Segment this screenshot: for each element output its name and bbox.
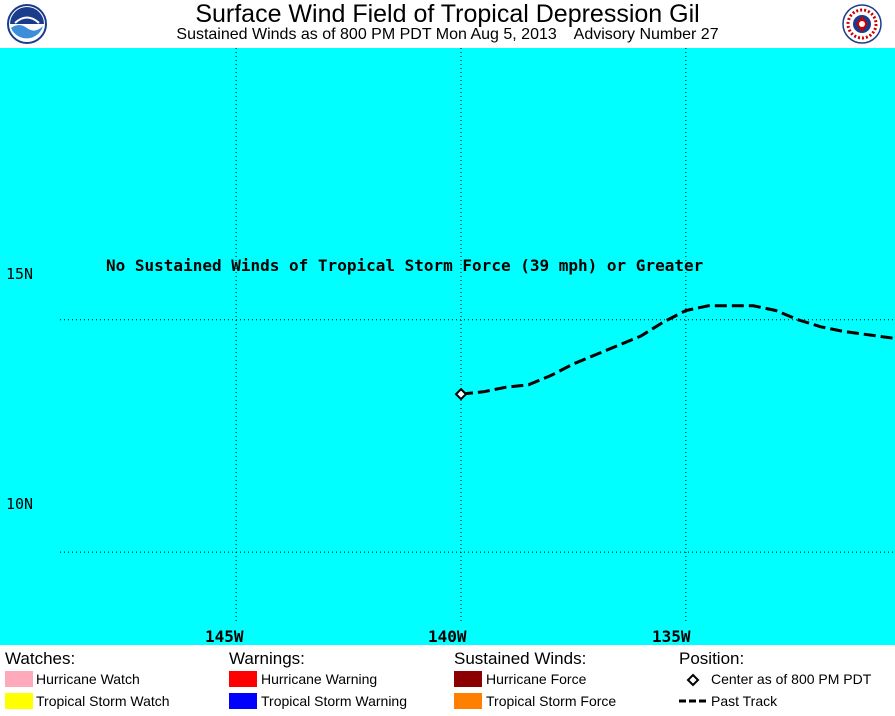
lon-label-145w: 145W bbox=[205, 627, 244, 646]
legend: Watches: Hurricane Watch Tropical Storm … bbox=[0, 645, 895, 716]
tropical-storm-watch-label: Tropical Storm Watch bbox=[36, 693, 170, 709]
lon-label-135w: 135W bbox=[652, 627, 691, 646]
header: Surface Wind Field of Tropical Depressio… bbox=[0, 0, 895, 48]
nws-logo bbox=[842, 4, 882, 44]
page-subtitle: Sustained Winds as of 800 PM PDT Mon Aug… bbox=[176, 26, 719, 43]
wind-notice: No Sustained Winds of Tropical Storm For… bbox=[106, 256, 704, 275]
diamond-icon bbox=[686, 673, 700, 687]
lat-label-15n: 15N bbox=[6, 265, 34, 283]
past-track-label: Past Track bbox=[711, 693, 778, 709]
noaa-logo bbox=[7, 4, 47, 44]
center-position-label: Center as of 800 PM PDT bbox=[711, 671, 872, 687]
legend-position-heading: Position: bbox=[679, 649, 745, 668]
hurricane-warning-label: Hurricane Warning bbox=[261, 671, 378, 687]
past-track-line bbox=[460, 304, 895, 396]
legend-sustained-winds-heading: Sustained Winds: bbox=[454, 649, 587, 668]
legend-watches-heading: Watches: bbox=[5, 649, 76, 668]
hurricane-watch-swatch bbox=[5, 671, 33, 687]
lon-label-140w: 140W bbox=[428, 627, 467, 646]
legend-warnings-heading: Warnings: bbox=[229, 649, 305, 668]
lat-label-10n: 10N bbox=[6, 495, 34, 513]
hurricane-warning-swatch bbox=[229, 671, 257, 687]
storm-center-marker bbox=[454, 387, 468, 401]
map-area: 15N 10N 145W 140W 135W No Sustained Wind… bbox=[0, 48, 895, 646]
tropical-storm-warning-swatch bbox=[229, 693, 257, 709]
tropical-storm-force-swatch bbox=[454, 693, 482, 709]
dashed-line-icon bbox=[679, 699, 707, 703]
tropical-storm-watch-swatch bbox=[5, 693, 33, 709]
tropical-storm-warning-label: Tropical Storm Warning bbox=[261, 693, 408, 709]
hurricane-watch-label: Hurricane Watch bbox=[36, 671, 140, 687]
map-canvas bbox=[60, 48, 895, 623]
tropical-storm-force-label: Tropical Storm Force bbox=[486, 693, 617, 709]
hurricane-force-label: Hurricane Force bbox=[486, 671, 587, 687]
page-title: Surface Wind Field of Tropical Depressio… bbox=[195, 0, 700, 28]
hurricane-force-swatch bbox=[454, 671, 482, 687]
